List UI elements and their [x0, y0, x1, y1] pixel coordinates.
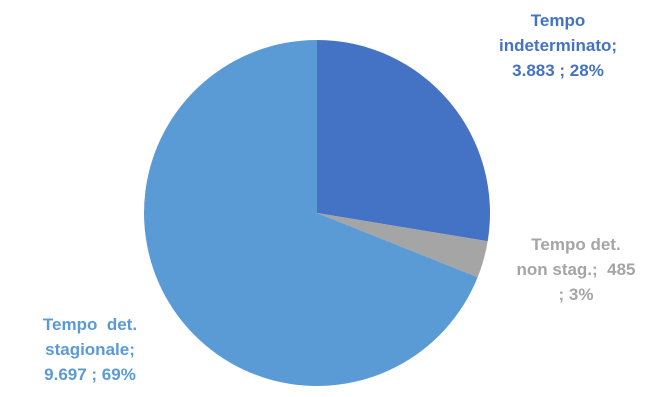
data-label-line: stagionale;	[45, 340, 135, 359]
data-label-tempo-det-non-stag: Tempo det. non stag.; 485 ; 3%	[492, 232, 660, 307]
data-label-line: Tempo det.	[42, 315, 138, 334]
pie-slice-tempo-indeterminato	[317, 40, 490, 242]
data-label-line: 9.697 ; 69%	[44, 365, 136, 384]
data-label-tempo-det-stagionale: Tempo det. stagionale; 9.697 ; 69%	[10, 312, 170, 387]
data-label-line: 3.883 ; 28%	[512, 61, 604, 80]
data-label-line: non stag.; 485	[516, 260, 636, 279]
data-label-line: Tempo	[530, 11, 586, 30]
data-label-line: ; 3%	[558, 285, 594, 304]
pie-slice-tempo-det-non-stag	[317, 213, 488, 278]
data-label-tempo-indeterminato: Tempo indeterminato; 3.883 ; 28%	[476, 8, 640, 83]
data-label-line: Tempo det.	[531, 235, 621, 254]
pie-slices	[144, 40, 490, 387]
pie-slice-tempo-det-stagionale	[144, 40, 478, 387]
data-label-line: indeterminato;	[498, 36, 618, 55]
